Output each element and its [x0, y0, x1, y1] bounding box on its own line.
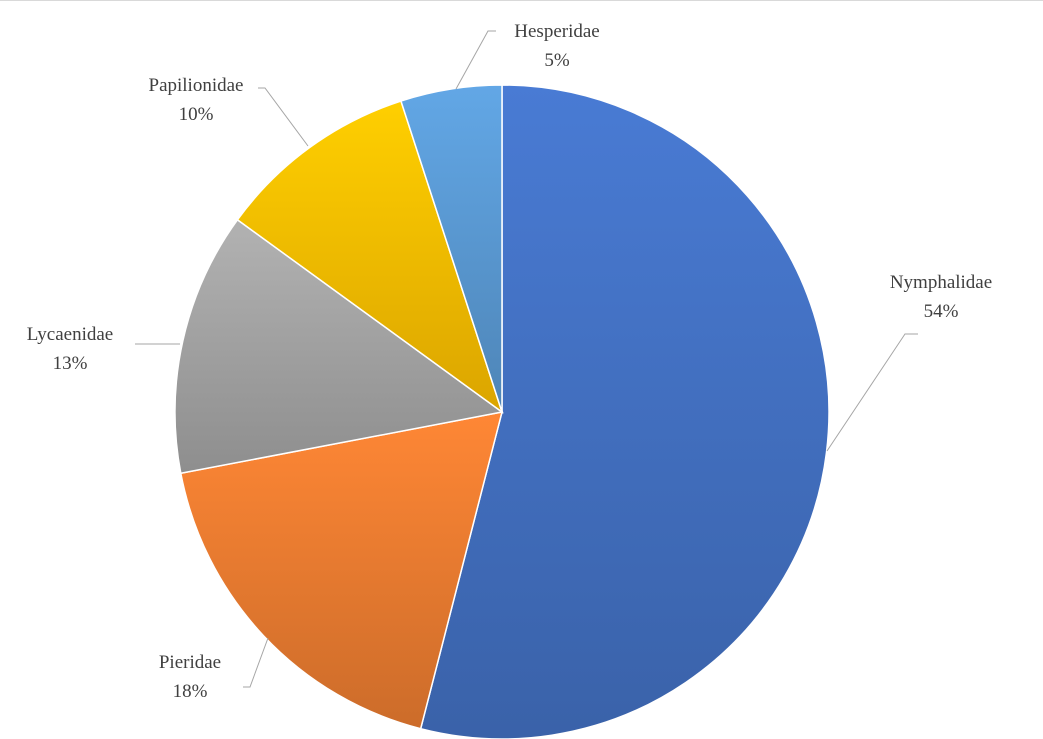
pie-slice-nymphalidae [419, 84, 830, 739]
slice-percent-label: 18% [173, 681, 208, 702]
slice-category-label: Hesperidae [514, 21, 599, 42]
pie-slice-pieridae [179, 411, 504, 730]
slice-percent-label: 54% [924, 301, 959, 322]
slice-percent-label: 13% [53, 353, 88, 374]
data-label-pieridae: Pieridae 18% [159, 652, 221, 702]
slice-percent-label: 5% [544, 50, 570, 71]
slice-category-label: Papilionidae [149, 75, 244, 96]
slices-layer [174, 84, 830, 739]
pie-slice-lycaenidae [174, 218, 504, 475]
data-label-nymphalidae: Nymphalidae 54% [890, 272, 992, 322]
slice-category-label: Lycaenidae [27, 324, 114, 345]
slice-category-label: Nymphalidae [890, 272, 992, 293]
data-label-papilionidae: Papilionidae 10% [149, 75, 244, 125]
leader-line-nymphalidae [826, 333, 918, 452]
leader-lines-layer [135, 30, 918, 688]
leader-line-papilionidae [258, 87, 309, 147]
leader-line-hesperidae [455, 30, 496, 90]
pie-slice-papilionidae [236, 100, 504, 414]
leader-line-pieridae [243, 637, 269, 688]
data-label-lycaenidae: Lycaenidae 13% [27, 324, 114, 374]
data-label-hesperidae: Hesperidae 5% [514, 21, 599, 71]
slice-category-label: Pieridae [159, 652, 221, 673]
labels-layer: Nymphalidae 54% Pieridae 18% Lycaenidae 13% Pa… [27, 21, 992, 702]
pie-slice-hesperidae [400, 84, 503, 413]
slice-percent-label: 10% [179, 104, 214, 125]
